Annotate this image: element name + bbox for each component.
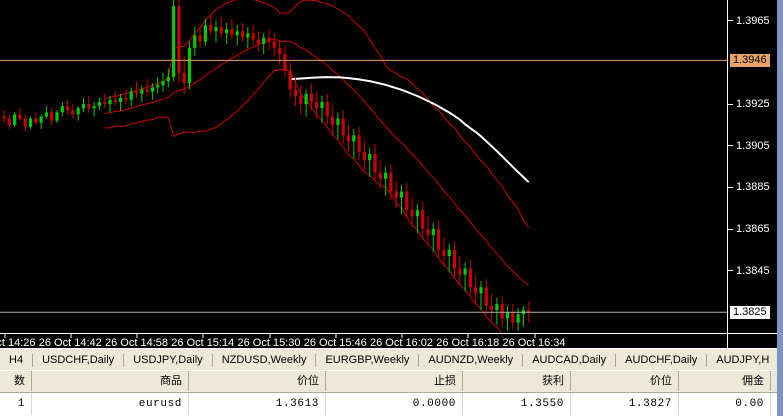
tab-nzdusd-weekly[interactable]: NZDUSD,Weekly — [221, 354, 307, 366]
cell-id[interactable]: 1 — [0, 393, 32, 415]
cell-open_price[interactable]: 1.3613 — [189, 393, 326, 415]
time-tick-label: 26 Oct 16:02 — [370, 334, 433, 348]
price-axis[interactable]: 1.3965 1.3925 1.3905 1.3885 1.3865 1.3845 1.39… — [727, 0, 778, 333]
column-header-take_profit[interactable]: 获利 — [463, 371, 571, 391]
time-tick-label: 26 Oct 16:18 — [436, 334, 499, 348]
tab-audchf-daily[interactable]: AUDCHF,Daily — [625, 354, 698, 366]
price-chart-plot-area[interactable] — [0, 0, 727, 333]
tab-h4[interactable]: H4 — [9, 354, 24, 366]
cell-current_price[interactable]: 1.3827 — [571, 393, 679, 415]
tab-audcad-daily[interactable]: AUDCAD,Daily — [532, 354, 607, 366]
tab-separator — [123, 353, 125, 367]
column-header-id[interactable]: 数 — [0, 371, 32, 391]
price-tick-label: 1.3965 — [728, 15, 770, 27]
column-header-symbol[interactable]: 商品 — [32, 371, 189, 391]
cell-commission[interactable]: 0.00 — [679, 393, 771, 415]
tab-separator — [315, 353, 317, 367]
tab-audnzd-weekly[interactable]: AUDNZD,Weekly — [428, 354, 514, 366]
column-header-commission[interactable]: 佣金 — [679, 371, 771, 391]
column-header-open_price[interactable]: 价位 — [189, 371, 326, 391]
price-tag-white: 1.3825 — [730, 306, 770, 320]
tabbar-right-border — [777, 348, 783, 370]
price-tick-label: 1.3925 — [728, 98, 770, 110]
tab-eurgbp-weekly[interactable]: EURGBP,Weekly — [325, 354, 410, 366]
tab-separator — [615, 353, 617, 367]
chart-right-border — [777, 0, 783, 348]
tab-separator — [522, 353, 524, 367]
time-tick-label: 26 Oct 15:14 — [171, 334, 234, 348]
terminal-right-border — [777, 370, 783, 416]
tab-separator — [32, 353, 34, 367]
price-tick-label: 1.3885 — [728, 181, 770, 193]
time-tick-label: 26 Oct 14:26 — [0, 334, 36, 348]
price-tick-label: 1.3905 — [728, 140, 770, 152]
price-tick-label: 1.3865 — [728, 223, 770, 235]
cell-stop_loss[interactable]: 0.0000 — [326, 393, 463, 415]
time-tick-label: 26 Oct 15:46 — [304, 334, 367, 348]
time-tick-label: 26 Oct 15:30 — [238, 334, 301, 348]
price-tag-orange: 1.3946 — [730, 54, 770, 68]
chart-panel[interactable]: 1.3965 1.3925 1.3905 1.3885 1.3865 1.3845 1.39… — [0, 0, 783, 348]
tab-usdchf-daily[interactable]: USDCHF,Daily — [42, 354, 115, 366]
chart-svg — [0, 0, 727, 333]
tab-separator — [418, 353, 420, 367]
price-tick-label: 1.3845 — [728, 265, 770, 277]
terminal-trades-table[interactable]: 数商品价位止损获利价位佣金利息获利 1eurusd1.36130.00001.3… — [0, 370, 783, 416]
tab-separator — [211, 353, 213, 367]
chart-tab-bar[interactable]: H4 USDCHF,Daily USDJPY,Daily NZDUSD,Weekly E… — [0, 348, 783, 371]
column-header-current_price[interactable]: 价位 — [571, 371, 679, 391]
tab-usdjpy-daily[interactable]: USDJPY,Daily — [133, 354, 203, 366]
time-tick-label: 26 Oct 14:58 — [105, 334, 168, 348]
tab-audjpy-h[interactable]: AUDJPY,H — [716, 354, 770, 366]
column-header-stop_loss[interactable]: 止损 — [326, 371, 463, 391]
tab-separator — [706, 353, 708, 367]
time-tick-label: 26 Oct 16:34 — [503, 334, 566, 348]
axis-corner — [727, 333, 783, 348]
table-row[interactable]: 1eurusd1.36130.00001.35501.38270.00-0.64… — [0, 393, 783, 416]
table-header-row: 数商品价位止损获利价位佣金利息获利 — [0, 370, 783, 393]
cell-take_profit[interactable]: 1.3550 — [463, 393, 571, 415]
cell-symbol[interactable]: eurusd — [32, 393, 189, 415]
time-tick-label: 26 Oct 14:42 — [39, 334, 102, 348]
